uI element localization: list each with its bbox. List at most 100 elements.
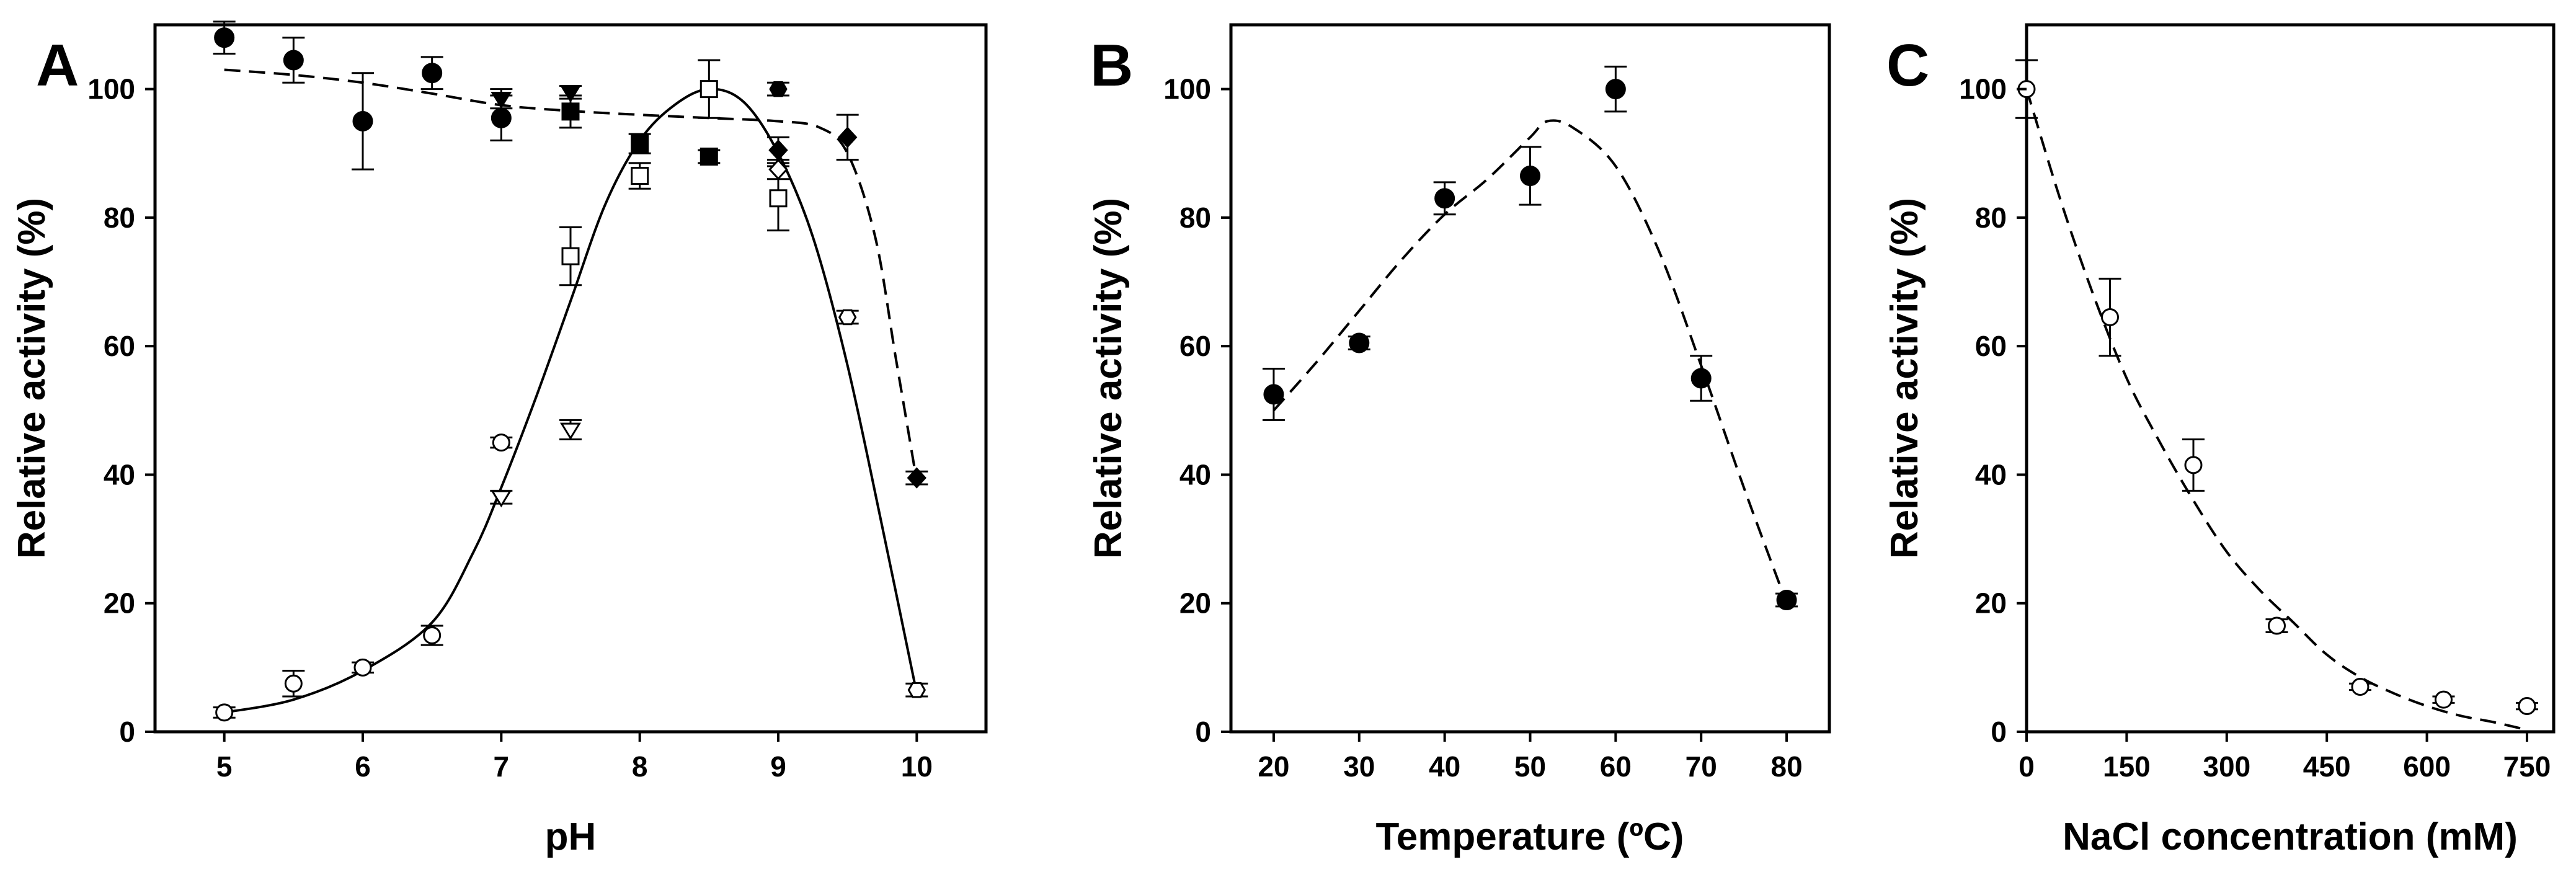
x-axis-label: Temperature (ºC) <box>1376 816 1684 858</box>
marker-circle-filled <box>491 107 512 128</box>
marker-hexagon-open <box>907 682 926 698</box>
x-tick-label: 0 <box>2019 750 2035 783</box>
x-tick-label: 30 <box>1343 750 1375 783</box>
y-axis-label: Relative activity (%) <box>11 198 53 559</box>
data-point <box>905 682 928 698</box>
marker-circle-filled <box>1434 188 1455 209</box>
data-point <box>2515 697 2538 716</box>
data-point <box>559 226 582 287</box>
panel-a-ph: A 5 6 7 8 9 10 0 20 40 60 80 100 pH Relative activ… <box>11 20 988 858</box>
marker-circle-filled <box>422 63 443 84</box>
y-tick-label: 20 <box>1975 587 2007 620</box>
data-point <box>420 624 443 646</box>
data-point <box>352 72 374 171</box>
marker-circle-open <box>423 626 442 645</box>
x-axis-label: pH <box>545 816 597 858</box>
y-tick-label: 60 <box>1179 330 1211 362</box>
y-tick-label: 40 <box>104 458 135 491</box>
data-point <box>490 433 513 452</box>
marker-circle-filled <box>352 110 373 131</box>
x-axis-ticks: 0 150 300 450 600 750 <box>2019 732 2551 783</box>
y-tick-label: 80 <box>104 202 135 234</box>
x-tick-label: 80 <box>1770 750 1802 783</box>
data-points <box>2015 59 2538 716</box>
fit-lines <box>224 68 918 714</box>
x-tick-label: 8 <box>632 750 648 783</box>
data-point <box>698 59 721 119</box>
data-point <box>490 489 513 508</box>
y-tick-label: 100 <box>87 73 135 105</box>
data-point <box>1775 590 1798 611</box>
y-axis-label: Relative activity (%) <box>1883 198 1926 559</box>
data-point <box>1433 181 1456 216</box>
data-point <box>559 84 582 103</box>
plot-frame <box>2025 23 2556 734</box>
data-point <box>905 467 928 489</box>
x-tick-label: 50 <box>1514 750 1546 783</box>
y-tick-label: 40 <box>1975 458 2007 491</box>
data-point <box>2182 438 2205 492</box>
y-tick-label: 80 <box>1179 202 1211 234</box>
y-tick-label: 80 <box>1975 202 2007 234</box>
marker-circle-filled <box>214 27 235 48</box>
marker-circle-filled <box>1520 166 1540 187</box>
data-point <box>698 148 721 166</box>
marker-triangle-down-filled <box>560 85 581 103</box>
y-tick-label: 100 <box>1959 73 2007 105</box>
x-tick-label: 300 <box>2203 750 2250 783</box>
dashed-fit-curve <box>224 68 918 482</box>
marker-circle-open <box>2184 456 2203 474</box>
data-point <box>836 113 859 161</box>
marker-circle-filled <box>1776 590 1797 611</box>
marker-hexagon-filled <box>769 81 788 97</box>
marker-square-filled <box>631 135 649 153</box>
x-tick-label: 450 <box>2303 750 2351 783</box>
y-axis-ticks: 0 20 40 60 80 100 <box>1959 73 2027 748</box>
data-point <box>767 136 789 164</box>
x-axis-label: NaCl concentration (mM) <box>2063 816 2518 858</box>
y-axis-ticks: 0 20 40 60 80 100 <box>87 73 155 748</box>
data-point <box>628 162 651 190</box>
data-point <box>213 703 236 722</box>
plot-frame <box>1229 23 1831 734</box>
data-points <box>1262 65 1798 611</box>
x-tick-label: 7 <box>494 750 510 783</box>
panel-c-nacl: C 0 150 300 450 600 750 0 20 40 60 80 100 NaCl con… <box>1883 23 2556 858</box>
marker-circle-open <box>284 674 303 693</box>
data-point <box>420 56 443 91</box>
data-point <box>352 658 374 677</box>
marker-square-filled <box>561 102 580 121</box>
marker-triangle-down-filled <box>491 91 512 109</box>
x-tick-label: 40 <box>1429 750 1460 783</box>
data-point <box>836 309 859 326</box>
marker-circle-open <box>215 703 234 722</box>
x-tick-label: 10 <box>901 750 933 783</box>
marker-circle-open <box>2351 677 2369 696</box>
panel-b-temperature: B 20 30 40 50 60 70 80 0 20 40 60 80 100 Temperatur… <box>1087 23 1831 858</box>
marker-triangle-down-open <box>560 422 581 440</box>
x-tick-label: 6 <box>355 750 371 783</box>
x-tick-label: 600 <box>2403 750 2451 783</box>
fit-lines <box>2025 89 2528 731</box>
data-point <box>559 419 582 440</box>
data-point <box>1604 65 1627 113</box>
y-tick-label: 0 <box>1991 716 2007 748</box>
marker-diamond-filled <box>838 127 858 148</box>
data-point <box>282 37 305 84</box>
marker-square-open <box>769 189 788 208</box>
data-point <box>2099 277 2121 357</box>
marker-circle-open <box>2100 308 2119 327</box>
marker-circle-open <box>2434 690 2453 709</box>
marker-circle-open <box>2518 697 2536 716</box>
marker-square-open <box>700 80 718 99</box>
marker-circle-filled <box>283 50 304 71</box>
data-point <box>213 20 236 55</box>
marker-triangle-down-open <box>491 490 512 508</box>
marker-circle-open <box>353 658 372 677</box>
x-tick-label: 70 <box>1686 750 1717 783</box>
marker-diamond-open <box>768 159 788 180</box>
y-tick-label: 20 <box>1179 587 1211 620</box>
marker-hexagon-open <box>838 309 857 326</box>
data-points <box>213 20 928 722</box>
panel-label: A <box>36 32 79 99</box>
